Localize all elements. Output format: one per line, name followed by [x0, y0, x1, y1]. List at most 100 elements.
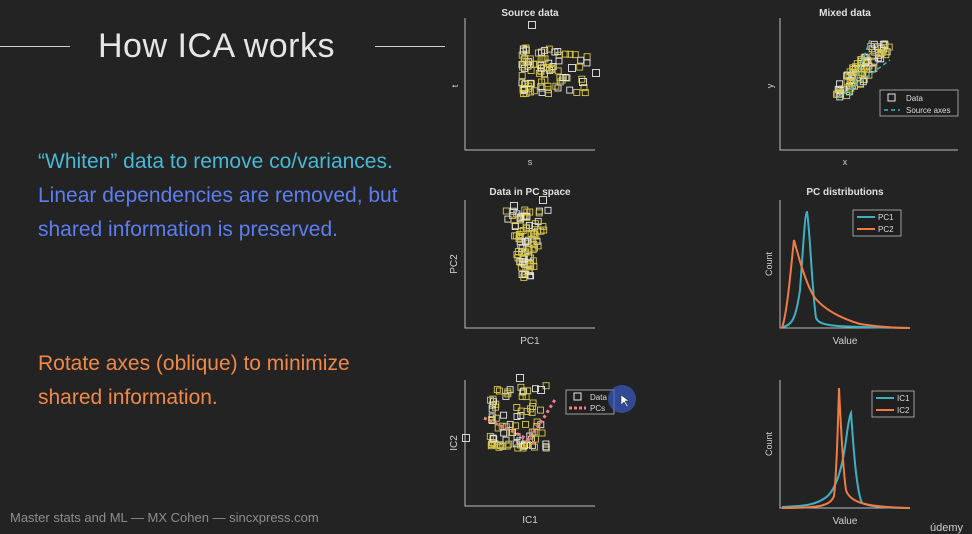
- ic1-curve: [781, 409, 911, 509]
- scatter-point: [539, 222, 547, 230]
- scatter-point: [544, 82, 552, 90]
- scatter-point: [542, 440, 550, 448]
- udemy-logo: údemy: [930, 522, 964, 534]
- title-rule-left: [0, 46, 70, 47]
- scatter-point: [555, 57, 563, 65]
- scatter-point: [571, 51, 579, 59]
- scatter-point: [583, 59, 591, 67]
- scatter-point: [500, 429, 508, 437]
- scatter-point: [502, 207, 510, 215]
- scatter-point: [577, 56, 585, 64]
- scatter-point: [516, 437, 524, 445]
- scatter-point: [527, 61, 534, 68]
- scatter-point: [524, 387, 532, 395]
- panel-mixed-data: Mixed data x y Data Source axes: [765, 8, 959, 167]
- scatter-point: [552, 82, 560, 90]
- scatter-point: [539, 196, 547, 204]
- scatter-point: [573, 89, 581, 96]
- scatter-point: [563, 74, 571, 82]
- scatter-point: [516, 374, 524, 382]
- scatter-point: [523, 225, 531, 233]
- panel-title: Mixed data: [819, 8, 871, 19]
- scatter-point: [885, 43, 893, 51]
- scatter-point: [562, 50, 569, 58]
- scatter-point: [521, 81, 528, 88]
- scatter-point: [566, 86, 574, 94]
- x-axis-label: x: [843, 157, 848, 167]
- scatter-point: [525, 253, 533, 261]
- scatter-point: [554, 67, 562, 75]
- scatter-point: [505, 440, 513, 448]
- scatter-point: [504, 215, 512, 223]
- scatter-markers: [518, 21, 600, 98]
- scatter-point: [862, 57, 870, 65]
- y-axis-label: Count: [764, 252, 774, 277]
- scatter-point: [520, 85, 528, 93]
- scatter-point: [527, 254, 535, 262]
- legend-square-marker: [887, 93, 896, 102]
- scatter-point: [523, 58, 531, 66]
- scatter-point: [542, 444, 550, 452]
- panel-title: Source data: [501, 8, 559, 19]
- rotate-paragraph: Rotate axes (oblique) to minimize shared…: [38, 352, 350, 409]
- scatter-point: [537, 386, 545, 394]
- scatter-point: [544, 86, 552, 94]
- mouse-pointer-icon: [620, 394, 630, 408]
- scatter-point: [515, 231, 523, 238]
- scatter-point: [462, 434, 470, 442]
- panel-title: PC distributions: [806, 187, 884, 198]
- legend-entry: PCs: [590, 404, 605, 413]
- footer-credit: Master stats and ML — MX Cohen — sincxpr…: [10, 510, 319, 525]
- scatter-point: [530, 443, 538, 451]
- plot-axes: [464, 18, 595, 151]
- scatter-point: [551, 48, 559, 56]
- panel-pc-space: Data in PC space PC1 PC2: [449, 187, 595, 347]
- scatter-point: [519, 388, 527, 396]
- scatter-point: [566, 50, 574, 58]
- scatter-markers: [462, 374, 550, 452]
- scatter-point: [518, 258, 526, 266]
- scatter-point: [491, 440, 499, 448]
- legend-entry: Data: [906, 94, 923, 103]
- legend: PC1 PC2: [852, 209, 902, 237]
- scatter-point: [517, 412, 525, 419]
- pc1-curve: [781, 210, 911, 329]
- panel-ic-space: IC1 IC2 Data PCs: [449, 374, 636, 526]
- scatter-point: [545, 90, 552, 97]
- slide-title: How ICA works: [98, 27, 335, 65]
- scatter-point: [517, 407, 525, 415]
- scatter-point: [530, 428, 538, 436]
- scatter-point: [525, 245, 533, 253]
- scatter-point: [494, 424, 502, 432]
- scatter-point: [506, 420, 514, 428]
- scatter-point: [847, 72, 855, 80]
- scatter-point: [506, 386, 514, 394]
- scatter-point: [532, 385, 539, 393]
- scatter-point: [881, 41, 889, 49]
- scatter-point: [535, 207, 543, 215]
- plot-axes: [464, 200, 595, 329]
- scatter-point: [541, 76, 549, 84]
- pc-axis-line: [524, 397, 558, 443]
- scatter-point: [520, 90, 527, 98]
- legend-square-marker: [573, 392, 582, 401]
- scatter-point: [529, 230, 537, 237]
- scatter-point: [520, 64, 528, 72]
- scatter-point: [521, 238, 529, 246]
- y-axis-label: IC2: [449, 435, 460, 451]
- scatter-point: [510, 202, 518, 210]
- scatter-point: [534, 242, 542, 250]
- scatter-point: [509, 207, 517, 215]
- legend: Data Source axes: [879, 89, 959, 117]
- scatter-point: [496, 387, 503, 395]
- panel-ic-distributions: Value Count IC1 IC2: [764, 380, 915, 527]
- scatter-point: [544, 206, 552, 214]
- legend-entry: PC1: [878, 213, 894, 222]
- plot-axes: [464, 380, 595, 507]
- scatter-point: [520, 273, 528, 281]
- x-axis-label: IC1: [522, 515, 538, 526]
- scatter-point: [579, 78, 587, 86]
- legend-box: [852, 209, 902, 237]
- scatter-point: [839, 85, 847, 93]
